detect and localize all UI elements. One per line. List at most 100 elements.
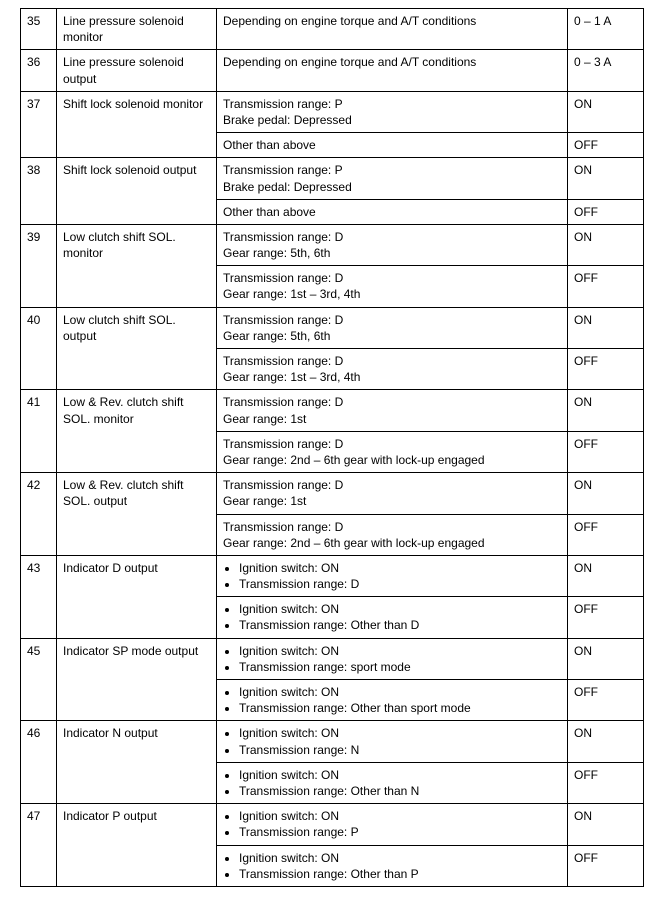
condition-list: Ignition switch: ONTransmission range: O… bbox=[223, 684, 561, 716]
condition-lines: Transmission range: DGear range: 1st – 3… bbox=[223, 270, 561, 302]
condition-bullet: Transmission range: P bbox=[239, 824, 561, 840]
condition-cell: Depending on engine torque and A/T condi… bbox=[217, 50, 568, 91]
condition-cell: Other than above bbox=[217, 133, 568, 158]
condition-line: Transmission range: D bbox=[223, 353, 561, 369]
table-row: 38Shift lock solenoid outputTransmission… bbox=[21, 158, 644, 199]
value-cell: ON bbox=[568, 721, 644, 762]
table-row: 36Line pressure solenoid outputDepending… bbox=[21, 50, 644, 91]
condition-list: Ignition switch: ONTransmission range: N bbox=[223, 725, 561, 757]
value-cell: 0 – 1 A bbox=[568, 9, 644, 50]
condition-line: Gear range: 2nd – 6th gear with lock-up … bbox=[223, 452, 561, 468]
table-row: 47Indicator P outputIgnition switch: ONT… bbox=[21, 804, 644, 845]
signal-name: Indicator N output bbox=[57, 721, 217, 804]
table-row: 46Indicator N outputIgnition switch: ONT… bbox=[21, 721, 644, 762]
condition-list: Ignition switch: ONTransmission range: O… bbox=[223, 601, 561, 633]
row-number: 40 bbox=[21, 307, 57, 390]
condition-line: Transmission range: D bbox=[223, 477, 561, 493]
condition-bullet: Ignition switch: ON bbox=[239, 643, 561, 659]
condition-cell: Ignition switch: ONTransmission range: P bbox=[217, 804, 568, 845]
condition-cell: Ignition switch: ONTransmission range: O… bbox=[217, 680, 568, 721]
value-cell: OFF bbox=[568, 762, 644, 803]
condition-bullet: Transmission range: D bbox=[239, 576, 561, 592]
condition-list: Ignition switch: ONTransmission range: O… bbox=[223, 767, 561, 799]
value-cell: ON bbox=[568, 638, 644, 679]
condition-line: Transmission range: D bbox=[223, 270, 561, 286]
condition-lines: Transmission range: DGear range: 5th, 6t… bbox=[223, 229, 561, 261]
condition-line: Gear range: 1st – 3rd, 4th bbox=[223, 286, 561, 302]
condition-line: Transmission range: P bbox=[223, 162, 561, 178]
condition-cell: Ignition switch: ONTransmission range: O… bbox=[217, 845, 568, 886]
condition-line: Gear range: 5th, 6th bbox=[223, 245, 561, 261]
condition-line: Gear range: 1st – 3rd, 4th bbox=[223, 369, 561, 385]
signal-name: Line pressure solenoid output bbox=[57, 50, 217, 91]
value-cell: OFF bbox=[568, 266, 644, 307]
row-number: 43 bbox=[21, 555, 57, 638]
condition-cell: Transmission range: DGear range: 1st – 3… bbox=[217, 349, 568, 390]
signal-table-body: 35Line pressure solenoid monitorDependin… bbox=[21, 9, 644, 887]
condition-lines: Transmission range: DGear range: 1st bbox=[223, 477, 561, 509]
value-cell: OFF bbox=[568, 680, 644, 721]
condition-cell: Transmission range: DGear range: 1st – 3… bbox=[217, 266, 568, 307]
signal-name: Low & Rev. clutch shift SOL. monitor bbox=[57, 390, 217, 473]
value-cell: OFF bbox=[568, 845, 644, 886]
condition-bullet: Ignition switch: ON bbox=[239, 808, 561, 824]
table-row: 40Low clutch shift SOL. outputTransmissi… bbox=[21, 307, 644, 348]
value-cell: ON bbox=[568, 224, 644, 265]
condition-bullet: Transmission range: N bbox=[239, 742, 561, 758]
condition-lines: Transmission range: DGear range: 1st bbox=[223, 394, 561, 426]
value-cell: OFF bbox=[568, 349, 644, 390]
row-number: 39 bbox=[21, 224, 57, 307]
row-number: 42 bbox=[21, 473, 57, 556]
condition-cell: Ignition switch: ONTransmission range: O… bbox=[217, 762, 568, 803]
row-number: 36 bbox=[21, 50, 57, 91]
condition-line: Gear range: 5th, 6th bbox=[223, 328, 561, 344]
row-number: 38 bbox=[21, 158, 57, 225]
condition-line: Gear range: 1st bbox=[223, 493, 561, 509]
condition-bullet: Transmission range: Other than D bbox=[239, 617, 561, 633]
condition-bullet: Transmission range: Other than sport mod… bbox=[239, 700, 561, 716]
condition-bullet: Transmission range: sport mode bbox=[239, 659, 561, 675]
condition-cell: Transmission range: PBrake pedal: Depres… bbox=[217, 158, 568, 199]
condition-cell: Ignition switch: ONTransmission range: s… bbox=[217, 638, 568, 679]
signal-name: Shift lock solenoid output bbox=[57, 158, 217, 225]
condition-line: Transmission range: D bbox=[223, 229, 561, 245]
row-number: 45 bbox=[21, 638, 57, 721]
condition-bullet: Transmission range: Other than N bbox=[239, 783, 561, 799]
value-cell: ON bbox=[568, 91, 644, 132]
value-cell: OFF bbox=[568, 514, 644, 555]
condition-list: Ignition switch: ONTransmission range: s… bbox=[223, 643, 561, 675]
signal-name: Low clutch shift SOL. output bbox=[57, 307, 217, 390]
signal-name: Indicator D output bbox=[57, 555, 217, 638]
value-cell: OFF bbox=[568, 431, 644, 472]
condition-cell: Ignition switch: ONTransmission range: D bbox=[217, 555, 568, 596]
condition-lines: Transmission range: DGear range: 1st – 3… bbox=[223, 353, 561, 385]
table-row: 41Low & Rev. clutch shift SOL. monitorTr… bbox=[21, 390, 644, 431]
value-cell: OFF bbox=[568, 597, 644, 638]
condition-bullet: Ignition switch: ON bbox=[239, 767, 561, 783]
signal-name: Indicator P output bbox=[57, 804, 217, 887]
condition-cell: Transmission range: PBrake pedal: Depres… bbox=[217, 91, 568, 132]
condition-bullet: Transmission range: Other than P bbox=[239, 866, 561, 882]
condition-line: Gear range: 1st bbox=[223, 411, 561, 427]
signal-name: Shift lock solenoid monitor bbox=[57, 91, 217, 158]
value-cell: ON bbox=[568, 555, 644, 596]
condition-lines: Transmission range: DGear range: 5th, 6t… bbox=[223, 312, 561, 344]
row-number: 46 bbox=[21, 721, 57, 804]
condition-cell: Transmission range: DGear range: 1st bbox=[217, 390, 568, 431]
condition-cell: Ignition switch: ONTransmission range: O… bbox=[217, 597, 568, 638]
condition-line: Transmission range: D bbox=[223, 312, 561, 328]
condition-bullet: Ignition switch: ON bbox=[239, 601, 561, 617]
condition-cell: Transmission range: DGear range: 2nd – 6… bbox=[217, 514, 568, 555]
condition-bullet: Ignition switch: ON bbox=[239, 725, 561, 741]
condition-cell: Transmission range: DGear range: 5th, 6t… bbox=[217, 307, 568, 348]
condition-cell: Transmission range: DGear range: 5th, 6t… bbox=[217, 224, 568, 265]
condition-lines: Transmission range: PBrake pedal: Depres… bbox=[223, 162, 561, 194]
page-container: 35Line pressure solenoid monitorDependin… bbox=[0, 0, 664, 907]
condition-lines: Transmission range: PBrake pedal: Depres… bbox=[223, 96, 561, 128]
condition-line: Transmission range: D bbox=[223, 436, 561, 452]
condition-cell: Transmission range: DGear range: 2nd – 6… bbox=[217, 431, 568, 472]
table-row: 39Low clutch shift SOL. monitorTransmiss… bbox=[21, 224, 644, 265]
condition-cell: Depending on engine torque and A/T condi… bbox=[217, 9, 568, 50]
value-cell: ON bbox=[568, 473, 644, 514]
value-cell: ON bbox=[568, 390, 644, 431]
